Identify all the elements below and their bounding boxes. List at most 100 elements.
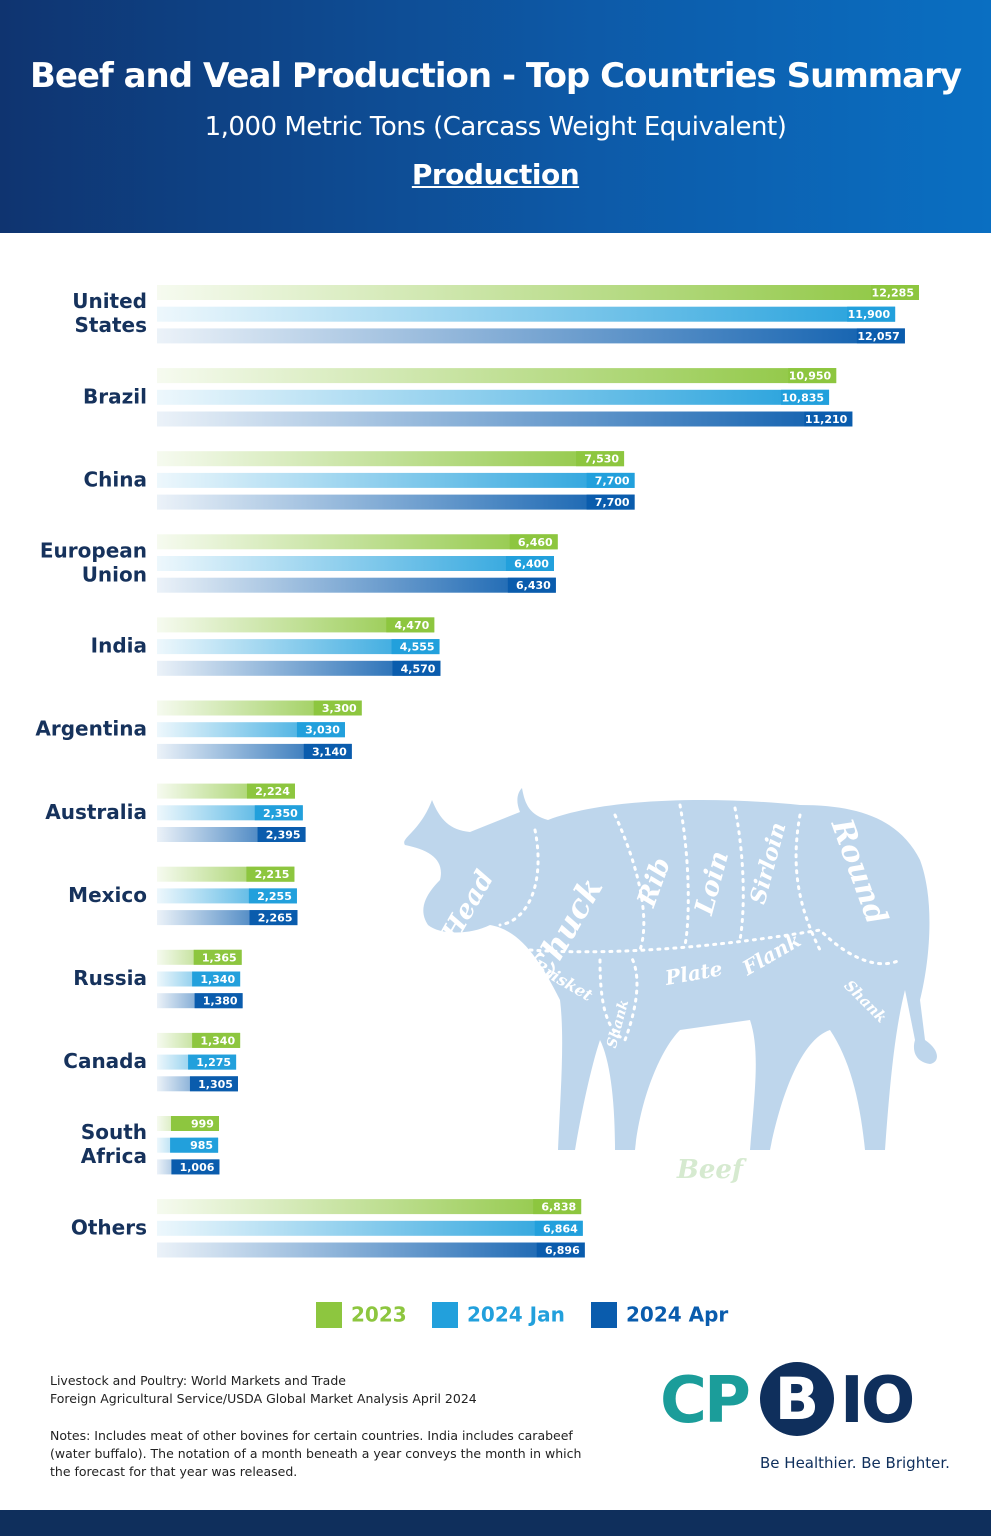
value-label: 3,030 [305, 724, 340, 737]
value-label: 11,900 [848, 308, 891, 321]
value-label-bg [536, 1242, 585, 1258]
bar [157, 556, 554, 571]
value-label-bg [576, 451, 625, 467]
legend-label: 2023 [351, 1303, 407, 1327]
legend-swatch [316, 1302, 342, 1328]
value-label: 4,555 [400, 641, 435, 654]
value-label-bg [781, 389, 830, 405]
category-label: South Africa [81, 1120, 147, 1168]
value-label: 10,950 [789, 370, 832, 383]
logo-part: IO [840, 1364, 915, 1438]
source-line: Foreign Agricultural Service/USDA Global… [50, 1391, 477, 1406]
value-label-bg [192, 971, 241, 987]
category-label: Others [71, 1215, 147, 1239]
bar [157, 285, 919, 300]
cut-lines [498, 803, 902, 1043]
logo-part: CP [660, 1364, 751, 1438]
section-title: Production [411, 158, 580, 191]
value-label: 2,265 [258, 912, 293, 925]
source-line: Livestock and Poultry: World Markets and… [50, 1373, 346, 1388]
category-label: China [83, 467, 147, 491]
footer-band [0, 1510, 991, 1536]
value-label-bg [586, 472, 635, 488]
value-label: 1,340 [200, 973, 235, 986]
value-label-bg [507, 577, 556, 593]
value-label-bg [248, 888, 297, 904]
value-label: 10,835 [782, 391, 824, 404]
bar [157, 1242, 585, 1258]
value-label-bg [386, 617, 435, 633]
legend-label: 2024 Apr [626, 1303, 728, 1327]
value-label-bg [303, 743, 352, 759]
category-label: Canada [63, 1049, 147, 1073]
bar [157, 328, 905, 344]
value-label-bg [313, 700, 362, 716]
bar [157, 472, 635, 488]
value-label: 6,430 [516, 579, 551, 592]
value-label: 4,570 [401, 662, 436, 675]
value-label-bg [170, 1137, 219, 1153]
value-label-bg [586, 494, 635, 510]
category-label: European Union [40, 538, 147, 586]
value-label: 1,275 [196, 1056, 231, 1069]
bar [157, 389, 830, 405]
logo: CP B IO [660, 1362, 935, 1442]
category-label: Russia [73, 966, 147, 990]
category-label: United States [72, 289, 147, 337]
subtitle: 1,000 Metric Tons (Carcass Weight Equiva… [204, 112, 787, 142]
value-label: 1,305 [198, 1078, 233, 1091]
value-label-bg [257, 827, 306, 842]
value-label: 1,340 [200, 1034, 235, 1047]
value-label-bg [170, 1116, 219, 1131]
legend-label: 2024 Jan [467, 1303, 565, 1327]
value-label: 7,530 [584, 453, 619, 466]
bar [157, 368, 837, 384]
bar [157, 534, 558, 550]
value-label-bg [788, 368, 837, 384]
value-label: 1,365 [202, 951, 237, 964]
value-label: 3,140 [312, 745, 347, 758]
bar [157, 411, 853, 427]
bar [157, 451, 625, 467]
notes: Notes: Includes meat of other bovines fo… [50, 1428, 582, 1479]
value-label-bg [391, 639, 440, 655]
category-label: Australia [45, 799, 147, 823]
value-label: 999 [191, 1118, 214, 1131]
logo-part: B [760, 1362, 834, 1436]
bar [157, 494, 635, 510]
bar [157, 617, 435, 633]
source: Livestock and Poultry: World Markets and… [50, 1372, 477, 1408]
legend-swatch [432, 1302, 458, 1328]
value-label-bg [847, 306, 896, 322]
bar [157, 743, 352, 759]
value-label-bg [534, 1220, 583, 1236]
category-label: Argentina [35, 716, 147, 740]
value-label: 1,380 [203, 995, 238, 1008]
value-label-bg [194, 993, 243, 1009]
value-label: 7,700 [595, 496, 630, 509]
bar [157, 1199, 582, 1215]
value-label-bg [249, 910, 298, 926]
value-label: 2,395 [266, 829, 301, 842]
title: Beef and Veal Production - Top Countries… [29, 56, 962, 96]
value-label-bg [189, 1076, 238, 1092]
value-label: 7,700 [595, 474, 630, 487]
value-label-bg [509, 534, 558, 550]
bar [157, 577, 556, 593]
value-label: 6,460 [518, 536, 553, 549]
illustration-caption: Beef [676, 1155, 747, 1185]
value-label-bg [804, 411, 853, 427]
tagline: Be Healthier. Be Brighter. [760, 1454, 950, 1472]
value-label-bg [296, 722, 345, 738]
category-label: Mexico [68, 882, 147, 906]
value-label-bg [192, 1032, 241, 1048]
value-label: 6,838 [541, 1201, 576, 1214]
value-label: 12,057 [857, 330, 899, 343]
value-label-bg [254, 805, 303, 821]
value-label-bg [246, 783, 295, 799]
bar [157, 700, 362, 716]
bar [157, 1220, 583, 1236]
value-label: 2,255 [257, 890, 292, 903]
category-label: Brazil [83, 384, 147, 408]
